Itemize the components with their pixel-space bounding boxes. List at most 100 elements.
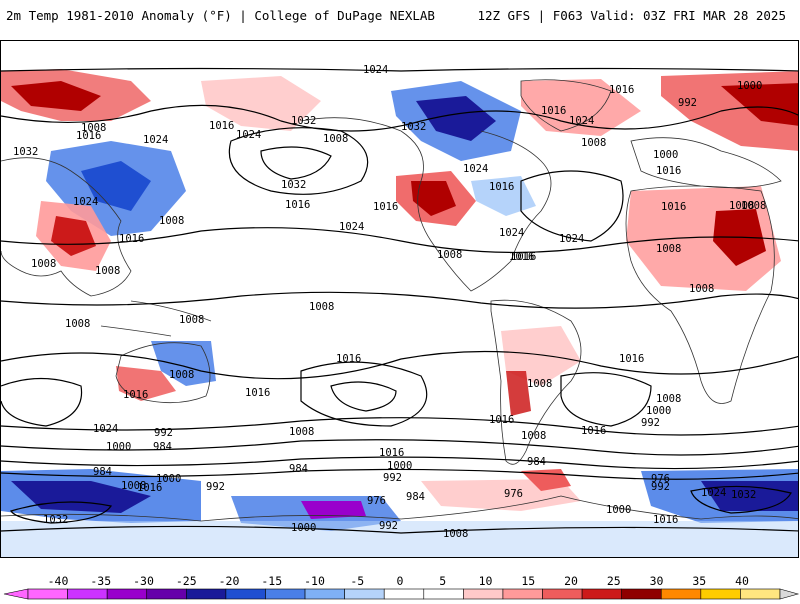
isobar-label: 992	[641, 417, 660, 429]
isobar-label: 1016	[137, 482, 162, 494]
colorbar-tick-label: -5	[350, 574, 365, 588]
colorbar-swatch	[581, 588, 622, 600]
colorbar-swatch	[740, 588, 781, 600]
colorbar-swatch	[186, 588, 227, 600]
isobar-label: 1016	[661, 201, 686, 213]
isobar-label: 1016	[379, 447, 404, 459]
isobar-1008-equator	[1, 291, 798, 309]
isobar-label: 1016	[209, 120, 234, 132]
colorbar-tick-label: -35	[90, 574, 112, 588]
isobar-1016-antarctic	[1, 525, 798, 534]
isobar-label: 1024	[73, 196, 98, 208]
isobar-label: 1024	[569, 115, 594, 127]
isobar-label: 992	[206, 481, 225, 493]
isobar-1016-north	[1, 104, 798, 132]
coastlines	[1, 79, 798, 522]
coast-asia	[1, 157, 132, 297]
isobar-label: 1016	[509, 251, 534, 263]
isobar-label: 1008	[437, 249, 462, 261]
colorbar-arrow-low	[3, 588, 29, 600]
isobar-label: 1008	[741, 200, 766, 212]
isobar-label: 1000	[291, 522, 316, 534]
header: 2m Temp 1981-2010 Anomaly (°F) | College…	[0, 0, 800, 30]
isobar-label: 992	[383, 472, 402, 484]
isobar-label: 1008	[689, 283, 714, 295]
isobar-label: 1032	[291, 115, 316, 127]
isobar-label: 1024	[463, 163, 488, 175]
isobar-label: 1000	[106, 441, 131, 453]
warm-anomaly-chile	[506, 371, 531, 416]
cold-anomaly-so-band	[1, 521, 798, 557]
isobar-label: 1000	[606, 504, 631, 516]
isobar-label: 1032	[731, 489, 756, 501]
isobar-1024-atl-high	[520, 170, 624, 242]
isobar-label: 1024	[559, 233, 584, 245]
isobar-label: 1016	[76, 130, 101, 142]
isobar-label: 1024	[339, 221, 364, 233]
isobar-label: 1016	[581, 425, 606, 437]
isobar-1000-so	[1, 439, 798, 456]
warm-anomaly-us-core	[411, 181, 456, 216]
colorbar-tick-label: -10	[304, 574, 325, 588]
isobar-label: 1016	[489, 181, 514, 193]
colorbar-swatch	[621, 588, 662, 600]
anomaly-shading	[1, 69, 798, 557]
coast-south-america	[490, 299, 582, 465]
isobar-label: 1032	[281, 179, 306, 191]
isobar-label: 1032	[401, 121, 426, 133]
isobar-label: 1016	[119, 233, 144, 245]
colorbar-tick-label: 30	[649, 574, 664, 588]
isobar-labels: 1024 1008 1016 1024 1016 1032 1024 1024 …	[13, 64, 766, 540]
colorbar-tick-label: -20	[218, 574, 240, 588]
isobar-label: 992	[651, 481, 670, 493]
isobar-label: 1016	[285, 199, 310, 211]
colorbar-swatch	[106, 588, 148, 600]
colorbar-tick-label: -25	[175, 574, 197, 588]
isobar-label: 1016	[245, 387, 270, 399]
isobar-1024-pac-high	[228, 127, 369, 195]
colorbar-swatch	[225, 588, 266, 600]
isobar-label: 1016	[653, 514, 678, 526]
isobar-label: 984	[527, 456, 546, 468]
isobar-1016-south	[1, 350, 798, 380]
isobar-label: 984	[93, 466, 112, 478]
isobar-label: 984	[406, 491, 425, 503]
isobar-label: 1008	[729, 200, 754, 212]
isobar-label: 984	[289, 463, 308, 475]
colorbar-tick-label: 10	[478, 574, 493, 588]
colorbar-swatch	[423, 588, 464, 600]
coast-greenland	[520, 79, 612, 132]
isobar-label: 1008	[527, 378, 552, 390]
isobar-label: 1024	[236, 129, 261, 141]
isobar-1016-sind-high	[1, 377, 83, 427]
isobar-1024-spac-high	[330, 381, 397, 412]
isobar-label: 1008	[179, 314, 204, 326]
isobar-label: 1008	[581, 137, 606, 149]
isobar-label: 1000	[646, 405, 671, 417]
isobar-label: 1008	[121, 480, 146, 492]
isobar-label: 992	[678, 97, 697, 109]
colorbar-tick-label: 20	[564, 574, 578, 588]
isobar-label: 1032	[43, 514, 68, 526]
coast-north-america	[300, 117, 552, 292]
isobar-1016-satl-high	[560, 372, 652, 427]
isobar-label: 1016	[489, 414, 514, 426]
isobar-label: 1000	[653, 149, 678, 161]
colorbar-tick-label: -30	[133, 574, 154, 588]
isobar-label: 976	[651, 473, 670, 485]
isobar-label: 1016	[336, 353, 361, 365]
warm-anomaly-pac	[201, 76, 321, 131]
isobar-label: 1008	[169, 369, 194, 381]
isobar-label: 992	[154, 427, 173, 439]
warm-anomaly-arctic-west-core	[11, 81, 101, 111]
isobar-984-so	[1, 468, 798, 480]
isobar-label: 1008	[95, 265, 120, 277]
isobar-label: 976	[367, 495, 386, 507]
colorbar-swatch	[700, 588, 741, 600]
colorbar-swatch	[463, 588, 504, 600]
cold-anomaly-antarctic-mid-core	[301, 501, 366, 519]
colorbar-gradient	[3, 588, 800, 600]
colorbar-swatch	[146, 588, 187, 600]
colorbar-arrow-high	[779, 588, 800, 600]
warm-anomaly-china-core	[51, 216, 96, 256]
